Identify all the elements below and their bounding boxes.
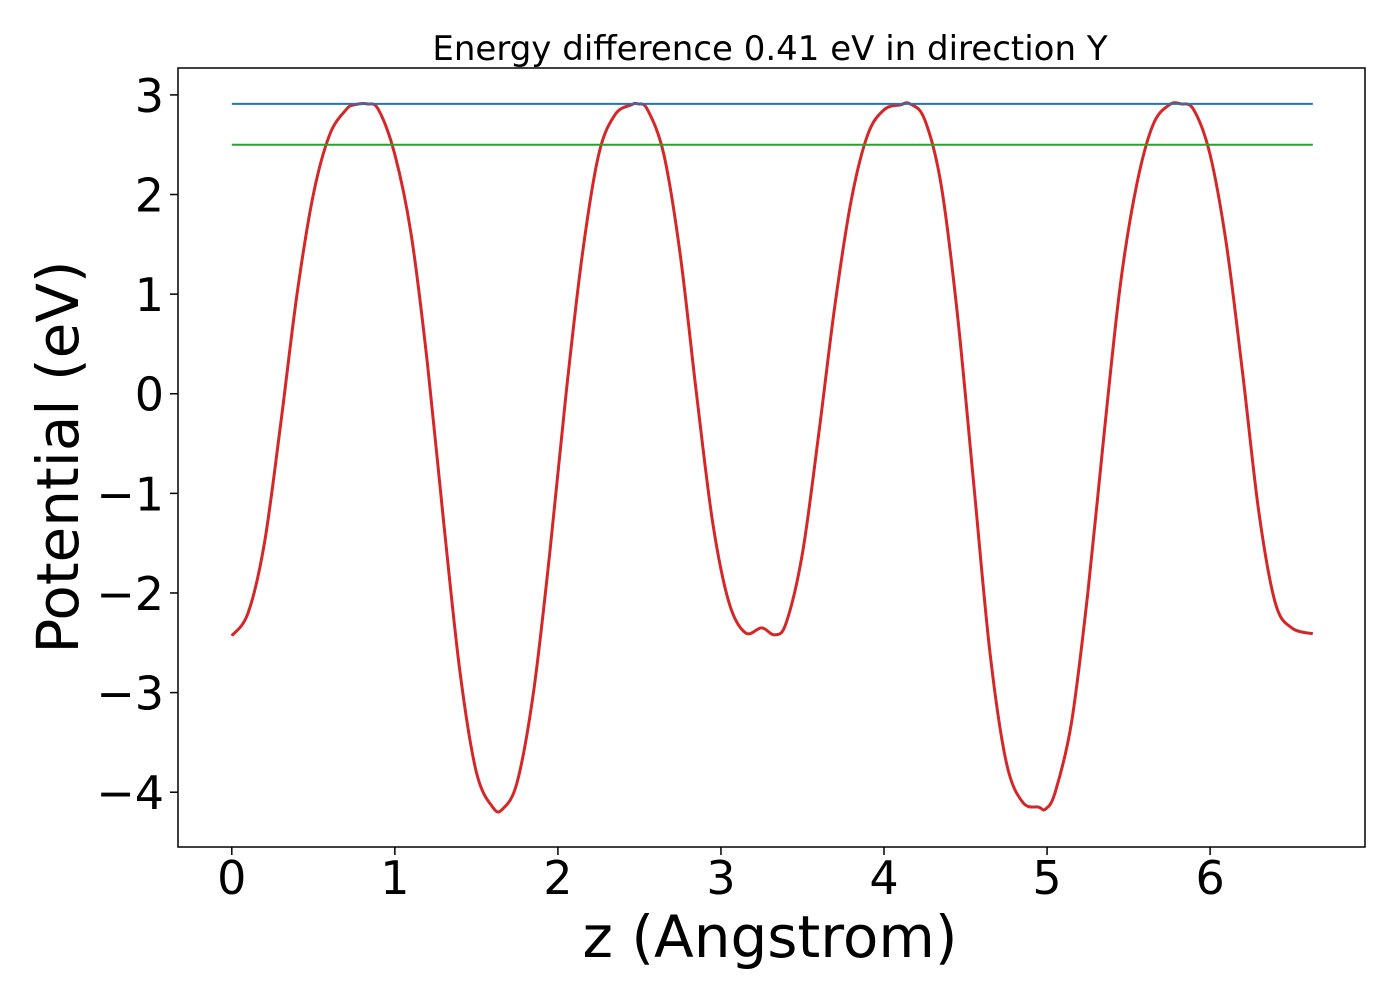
y-tick-label: 2	[135, 169, 164, 223]
x-tick-label: 0	[217, 851, 246, 905]
y-tick-label: 1	[135, 268, 164, 322]
y-tick-label: 3	[135, 69, 164, 123]
y-tick-label: −1	[96, 467, 164, 521]
x-tick-label: 4	[869, 851, 898, 905]
x-tick-label: 2	[543, 851, 572, 905]
y-tick-label: −4	[96, 766, 164, 820]
y-tick-label: 0	[135, 368, 164, 422]
plot-frame	[177, 67, 1366, 848]
x-tick-label: 6	[1195, 851, 1224, 905]
x-axis: 0 1 2 3 4 5 6	[217, 847, 1225, 905]
chart-title: Energy difference 0.41 eV in direction Y	[432, 29, 1107, 69]
series-line-1	[230, 101, 1314, 814]
y-axis-label: Potential (eV)	[24, 260, 92, 653]
series-layer	[230, 101, 1314, 814]
y-axis: 3 2 1 0 −1 −2 −3 −4	[96, 69, 178, 820]
x-tick-label: 3	[706, 851, 735, 905]
x-tick-label: 1	[380, 851, 409, 905]
y-tick-label: −2	[96, 567, 164, 621]
x-axis-label: z (Angstrom)	[583, 903, 958, 971]
y-tick-label: −3	[96, 667, 164, 721]
x-tick-label: 5	[1032, 851, 1061, 905]
